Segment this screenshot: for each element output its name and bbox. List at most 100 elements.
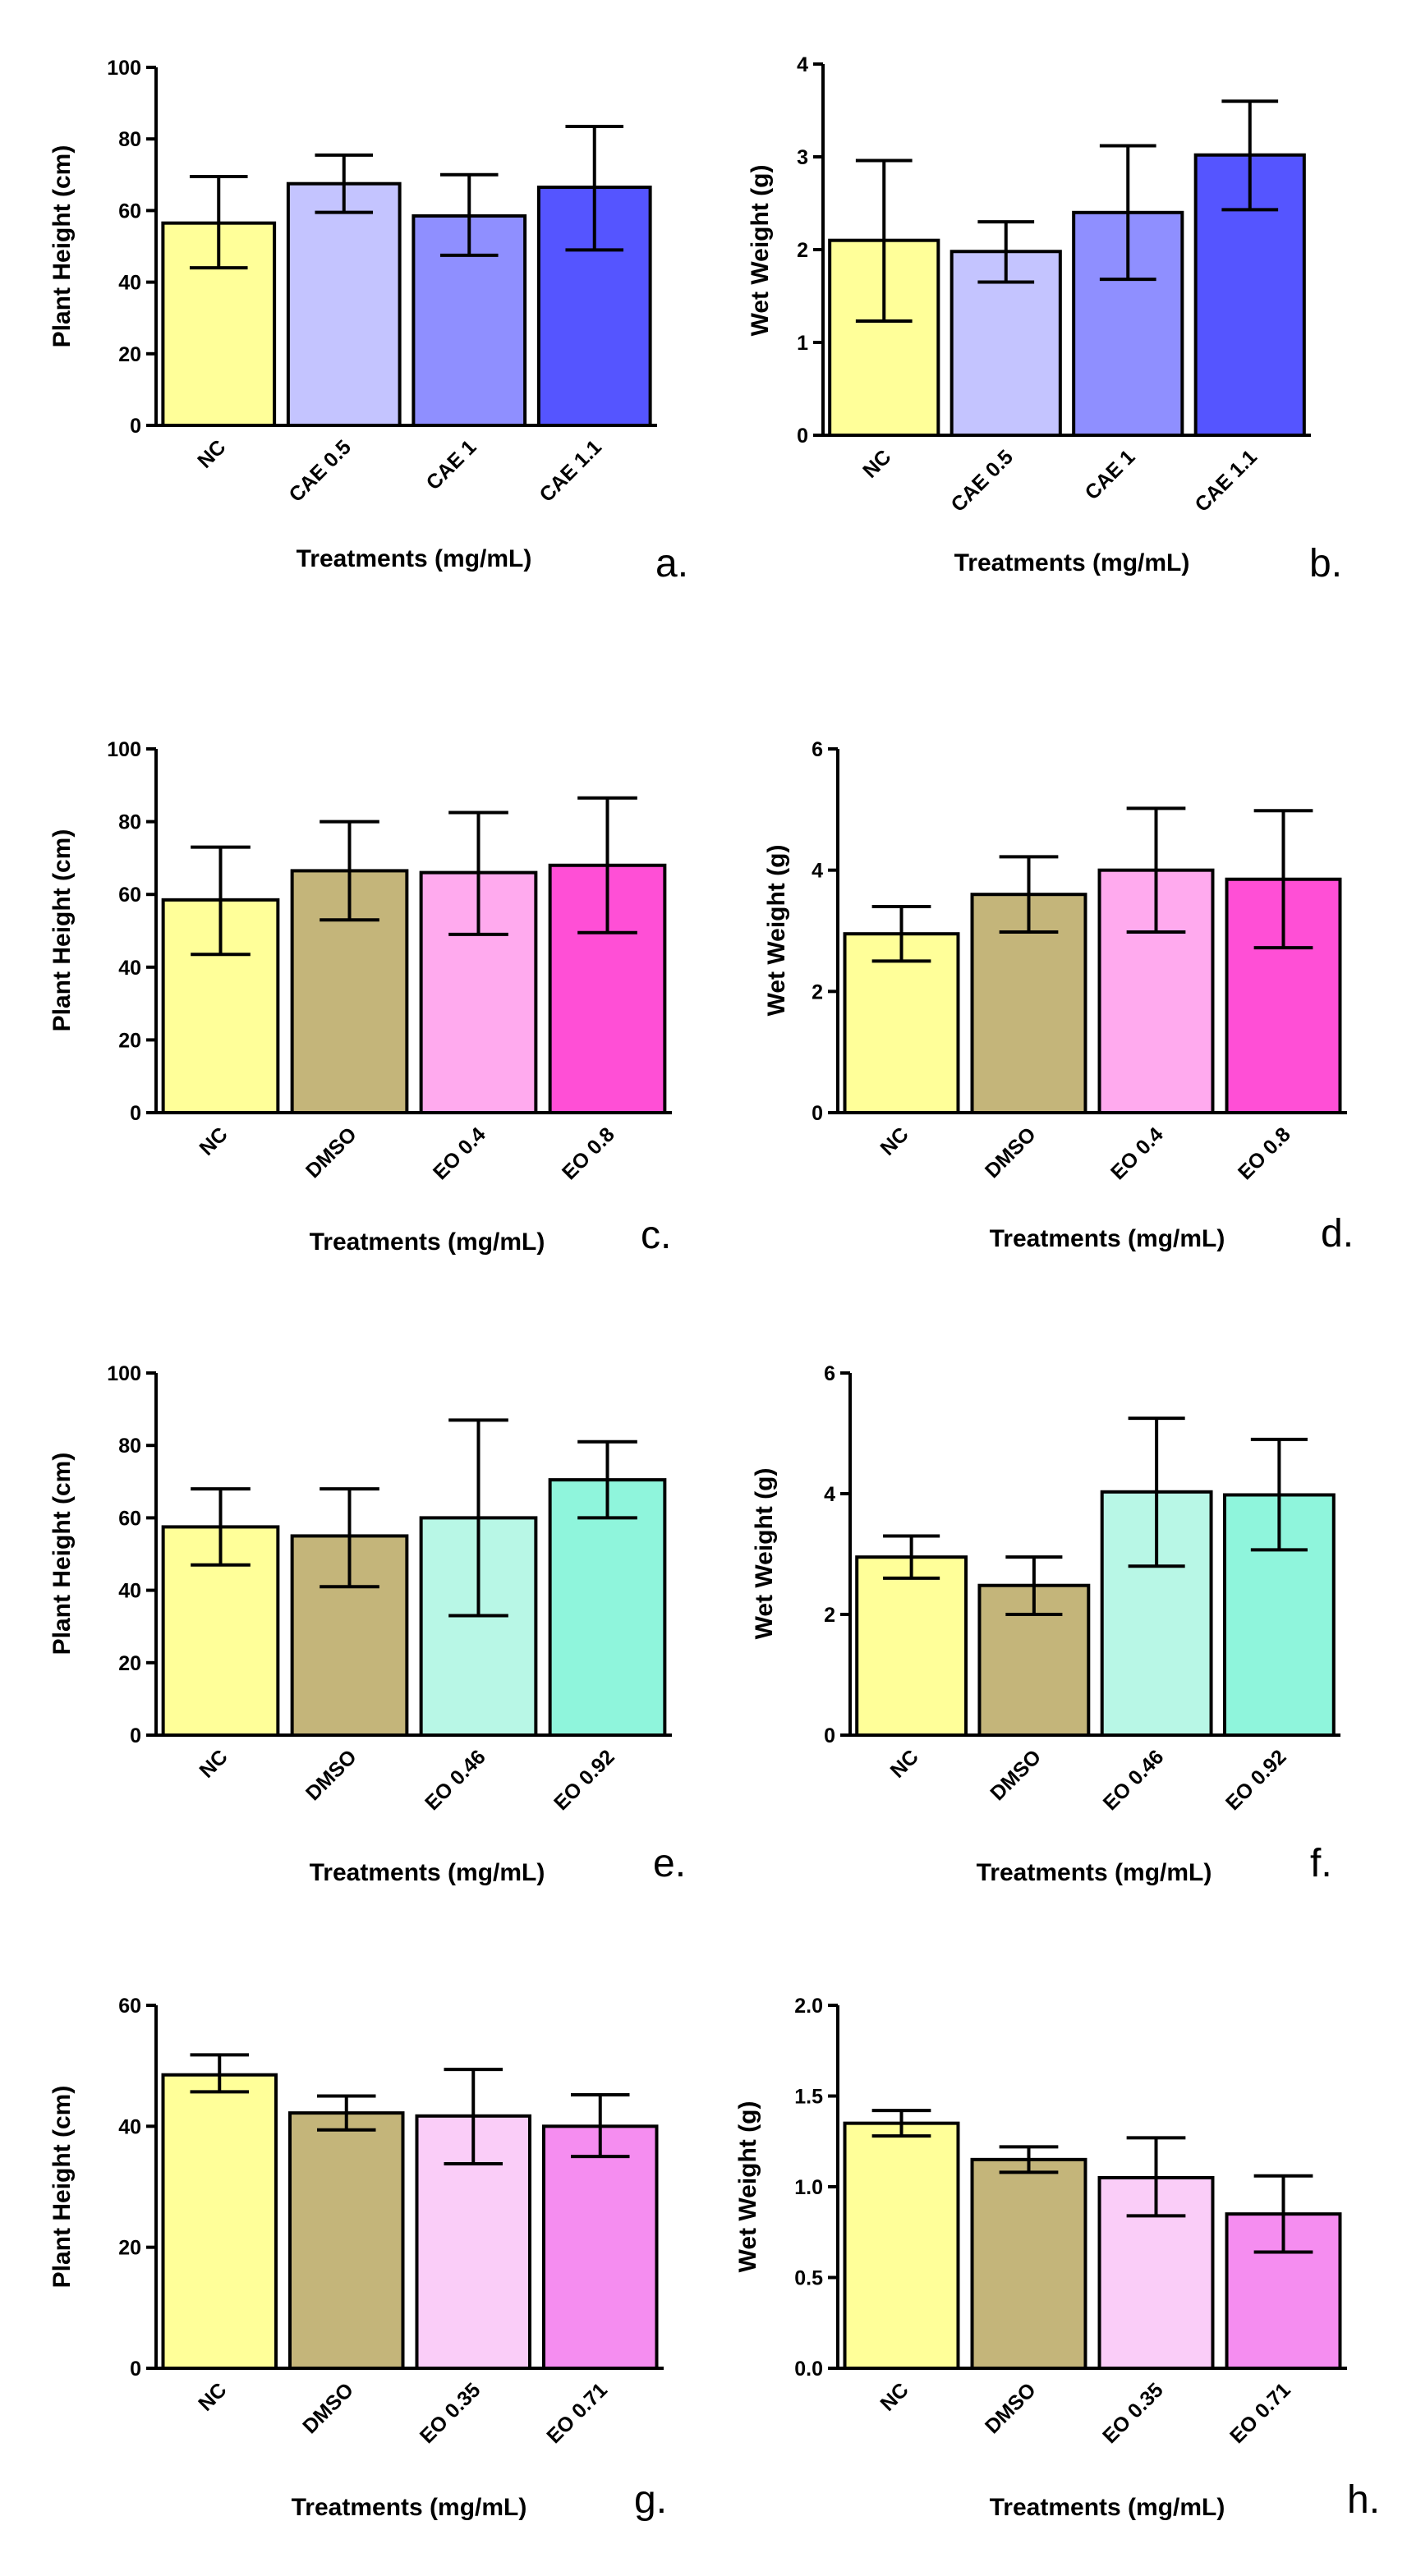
bar-eo-0-71	[541, 2124, 659, 2370]
y-tick-label: 40	[118, 957, 141, 980]
error-bar	[977, 220, 1035, 284]
y-tick-label: 0	[824, 1724, 835, 1747]
error-bar	[315, 153, 374, 214]
panel-label: e.	[653, 1842, 686, 1885]
error-bar	[448, 810, 508, 936]
bar-nc	[161, 2073, 278, 2370]
error-bar	[191, 845, 251, 957]
error-bar	[189, 174, 248, 270]
panel-label: c.	[641, 1214, 671, 1257]
x-axis-label: Treatments (mg/mL)	[310, 1859, 545, 1886]
x-axis-label: Treatments (mg/mL)	[292, 2494, 527, 2521]
bar-dmso	[970, 2157, 1087, 2371]
error-bar	[855, 158, 913, 324]
error-bar	[1128, 1417, 1185, 1568]
y-tick-label: 80	[118, 811, 141, 834]
error-bar	[565, 124, 624, 252]
bar-nc	[855, 1555, 968, 1738]
y-tick-label: 0	[130, 415, 141, 438]
y-tick-label: 100	[107, 738, 141, 761]
y-axis-label: Plant Height (cm)	[48, 1453, 76, 1655]
error-bar	[577, 1440, 637, 1520]
error-bar	[1250, 1437, 1308, 1552]
y-tick-label: 80	[118, 128, 141, 151]
y-tick-label: 4	[824, 1483, 835, 1506]
y-tick-label: 0	[130, 1724, 141, 1747]
error-bar	[871, 2109, 931, 2138]
y-axis-label: Plant Height (cm)	[48, 829, 76, 1032]
bar-dmso	[287, 2111, 405, 2371]
x-axis-label: Treatments (mg/mL)	[954, 549, 1190, 576]
y-tick-label: 4	[797, 53, 808, 76]
x-axis-label: Treatments (mg/mL)	[990, 1225, 1225, 1252]
error-bar	[1253, 2174, 1313, 2254]
y-tick-label: 0	[130, 2358, 141, 2381]
y-tick-label: 2.0	[794, 1995, 823, 2018]
error-bar	[1099, 144, 1156, 282]
bar-eo-0-92	[548, 1478, 667, 1737]
y-tick-label: 20	[118, 343, 141, 366]
panel-label: h.	[1347, 2478, 1380, 2522]
y-tick-label: 40	[118, 1580, 141, 1603]
error-bar	[1005, 1555, 1063, 1616]
error-bar	[1126, 806, 1186, 934]
panel-label: f.	[1310, 1842, 1332, 1885]
y-tick-label: 40	[118, 2115, 141, 2138]
error-bar	[444, 2068, 503, 2166]
y-axis-label: Wet Weight (g)	[763, 845, 790, 1017]
bar-nc	[843, 932, 960, 1114]
panel-label: g.	[634, 2478, 667, 2522]
y-tick-label: 100	[107, 1362, 141, 1385]
error-bar	[1221, 99, 1279, 212]
y-axis-label: Wet Weight (g)	[747, 165, 774, 337]
bar-nc	[843, 2121, 960, 2370]
error-bar	[320, 1487, 379, 1589]
error-bar	[570, 2093, 630, 2159]
y-tick-label: 60	[118, 200, 141, 223]
y-tick-label: 80	[118, 1435, 141, 1458]
error-bar	[191, 1487, 251, 1567]
chart-panel-h: 0.00.51.01.52.0 NC DMSO EO 0.35 EO 0.71 Wet…	[734, 1995, 1380, 2522]
y-tick-label: 6	[824, 1362, 835, 1385]
y-axis-label: Wet Weight (g)	[734, 2101, 761, 2273]
error-bar	[883, 1534, 940, 1580]
y-tick-label: 4	[812, 860, 823, 883]
y-axis-label: Wet Weight (g)	[751, 1468, 778, 1640]
y-tick-label: 2	[824, 1604, 835, 1627]
y-tick-label: 0.5	[794, 2267, 823, 2290]
y-tick-label: 60	[118, 1995, 141, 2018]
y-tick-label: 6	[812, 738, 823, 761]
y-tick-label: 1	[797, 332, 808, 355]
error-bar	[190, 2053, 250, 2094]
error-bar	[316, 2094, 376, 2132]
y-axis-label: Plant Height (cm)	[48, 2086, 76, 2289]
x-axis-label: Treatments (mg/mL)	[990, 2494, 1225, 2521]
error-bar	[871, 904, 931, 963]
panel-label: a.	[655, 542, 688, 585]
y-tick-label: 3	[797, 146, 808, 169]
y-tick-label: 20	[118, 2237, 141, 2260]
y-tick-label: 100	[107, 57, 141, 80]
y-tick-label: 2	[797, 239, 808, 262]
x-axis-label: Treatments (mg/mL)	[310, 1228, 545, 1256]
y-tick-label: 1.5	[794, 2086, 823, 2109]
error-bar	[577, 796, 637, 934]
y-tick-label: 60	[118, 1507, 141, 1530]
y-axis-label: Plant Height (cm)	[48, 145, 76, 348]
y-tick-label: 40	[118, 272, 141, 295]
y-tick-label: 1.0	[794, 2176, 823, 2199]
y-tick-label: 2	[812, 980, 823, 1003]
panel-label: b.	[1309, 542, 1342, 585]
error-bar	[448, 1418, 508, 1618]
error-bar	[1253, 809, 1313, 950]
y-tick-label: 20	[118, 1029, 141, 1052]
error-bar	[999, 2145, 1059, 2174]
error-bar	[439, 172, 499, 257]
x-axis-label: Treatments (mg/mL)	[297, 545, 532, 572]
panel-label: d.	[1321, 1212, 1354, 1256]
